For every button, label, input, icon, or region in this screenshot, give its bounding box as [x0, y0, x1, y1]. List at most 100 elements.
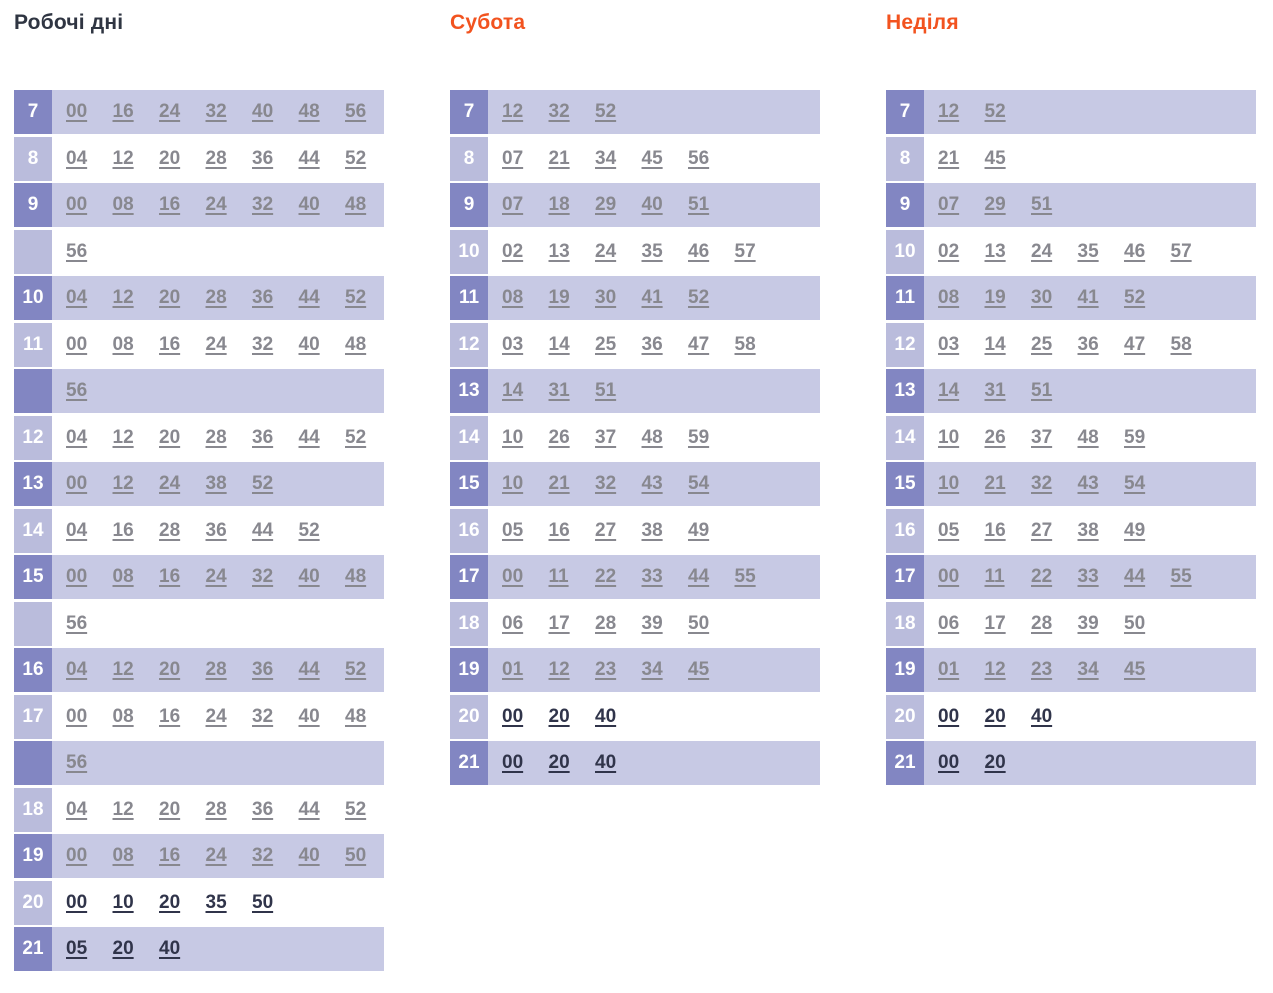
minute-link[interactable]: 10 [502, 426, 524, 448]
minute-link[interactable]: 48 [345, 333, 367, 355]
minute-link[interactable]: 48 [345, 566, 367, 587]
minute-link[interactable]: 03 [938, 333, 960, 355]
minute-link[interactable]: 16 [159, 705, 181, 727]
minute-link[interactable]: 12 [984, 659, 1006, 680]
minute-link[interactable]: 08 [112, 194, 134, 215]
minute-link[interactable]: 34 [1077, 659, 1099, 680]
minute-link[interactable]: 36 [252, 426, 274, 448]
minute-link[interactable]: 10 [938, 426, 960, 448]
minute-link[interactable]: 35 [641, 240, 663, 262]
minute-link[interactable]: 33 [1077, 566, 1099, 587]
minute-link[interactable]: 00 [66, 333, 88, 355]
minute-link[interactable]: 20 [159, 891, 181, 913]
minute-link[interactable]: 39 [641, 612, 663, 634]
minute-link[interactable]: 08 [112, 333, 134, 355]
minute-link[interactable]: 16 [984, 519, 1006, 541]
minute-link[interactable]: 45 [984, 147, 1006, 169]
minute-link[interactable]: 00 [502, 566, 524, 587]
minute-link[interactable]: 36 [205, 519, 227, 541]
minute-link[interactable]: 54 [688, 473, 710, 494]
minute-link[interactable]: 28 [1031, 612, 1053, 634]
minute-link[interactable]: 08 [112, 566, 134, 587]
minute-link[interactable]: 13 [984, 240, 1006, 262]
minute-link[interactable]: 24 [1031, 240, 1053, 262]
minute-link[interactable]: 36 [1077, 333, 1099, 355]
minute-link[interactable]: 24 [205, 333, 227, 355]
minute-link[interactable]: 24 [205, 566, 227, 587]
minute-link[interactable]: 20 [159, 659, 181, 680]
minute-link[interactable]: 34 [595, 147, 617, 169]
minute-link[interactable]: 01 [502, 659, 524, 680]
minute-link[interactable]: 24 [205, 194, 227, 215]
minute-link[interactable]: 16 [159, 845, 181, 866]
minute-link[interactable]: 08 [502, 287, 524, 308]
minute-link[interactable]: 20 [112, 938, 134, 959]
minute-link[interactable]: 28 [205, 147, 227, 169]
minute-link[interactable]: 40 [641, 194, 663, 215]
minute-link[interactable]: 34 [641, 659, 663, 680]
minute-link[interactable]: 59 [688, 426, 710, 448]
minute-link[interactable]: 32 [252, 333, 274, 355]
minute-link[interactable]: 22 [1031, 566, 1053, 587]
minute-link[interactable]: 44 [1124, 566, 1146, 587]
minute-link[interactable]: 00 [66, 101, 88, 122]
minute-link[interactable]: 07 [502, 147, 524, 169]
minute-link[interactable]: 48 [345, 705, 367, 727]
minute-link[interactable]: 32 [252, 566, 274, 587]
minute-link[interactable]: 32 [252, 705, 274, 727]
minute-link[interactable]: 08 [112, 845, 134, 866]
minute-link[interactable]: 50 [252, 891, 274, 913]
minute-link[interactable]: 04 [66, 659, 88, 680]
minute-link[interactable]: 44 [298, 287, 320, 308]
minute-link[interactable]: 00 [66, 845, 88, 866]
minute-link[interactable]: 20 [984, 705, 1006, 727]
minute-link[interactable]: 46 [688, 240, 710, 262]
minute-link[interactable]: 57 [734, 240, 756, 262]
minute-link[interactable]: 11 [548, 566, 569, 587]
minute-link[interactable]: 16 [159, 194, 181, 215]
minute-link[interactable]: 52 [688, 287, 710, 308]
minute-link[interactable]: 23 [1031, 659, 1053, 680]
minute-link[interactable]: 01 [938, 659, 960, 680]
minute-link[interactable]: 12 [938, 101, 960, 122]
minute-link[interactable]: 51 [1031, 380, 1053, 401]
minute-link[interactable]: 41 [1077, 287, 1099, 308]
minute-link[interactable]: 02 [938, 240, 960, 262]
minute-link[interactable]: 32 [205, 101, 227, 122]
minute-link[interactable]: 13 [548, 240, 570, 262]
minute-link[interactable]: 12 [112, 659, 134, 680]
minute-link[interactable]: 16 [159, 566, 181, 587]
minute-link[interactable]: 30 [1031, 287, 1053, 308]
minute-link[interactable]: 40 [595, 752, 617, 773]
minute-link[interactable]: 38 [205, 473, 227, 494]
minute-link[interactable]: 49 [1124, 519, 1146, 541]
minute-link[interactable]: 00 [938, 705, 960, 727]
minute-link[interactable]: 40 [595, 705, 617, 727]
minute-link[interactable]: 04 [66, 426, 88, 448]
minute-link[interactable]: 25 [595, 333, 617, 355]
minute-link[interactable]: 50 [688, 612, 710, 634]
minute-link[interactable]: 40 [298, 705, 320, 727]
minute-link[interactable]: 19 [984, 287, 1006, 308]
minute-link[interactable]: 16 [112, 519, 134, 541]
minute-link[interactable]: 44 [298, 426, 320, 448]
minute-link[interactable]: 12 [548, 659, 570, 680]
minute-link[interactable]: 56 [345, 101, 367, 122]
minute-link[interactable]: 14 [938, 380, 960, 401]
minute-link[interactable]: 21 [548, 473, 570, 494]
minute-link[interactable]: 20 [159, 798, 181, 820]
minute-link[interactable]: 55 [1170, 566, 1192, 587]
minute-link[interactable]: 45 [1124, 659, 1146, 680]
minute-link[interactable]: 56 [66, 240, 88, 262]
minute-link[interactable]: 40 [298, 845, 320, 866]
minute-link[interactable]: 06 [938, 612, 960, 634]
minute-link[interactable]: 28 [159, 519, 181, 541]
minute-link[interactable]: 07 [938, 194, 960, 215]
minute-link[interactable]: 30 [595, 287, 617, 308]
minute-link[interactable]: 43 [641, 473, 663, 494]
minute-link[interactable]: 52 [345, 659, 367, 680]
minute-link[interactable]: 47 [1124, 333, 1146, 355]
minute-link[interactable]: 50 [1124, 612, 1146, 634]
minute-link[interactable]: 27 [1031, 519, 1053, 541]
minute-link[interactable]: 27 [595, 519, 617, 541]
